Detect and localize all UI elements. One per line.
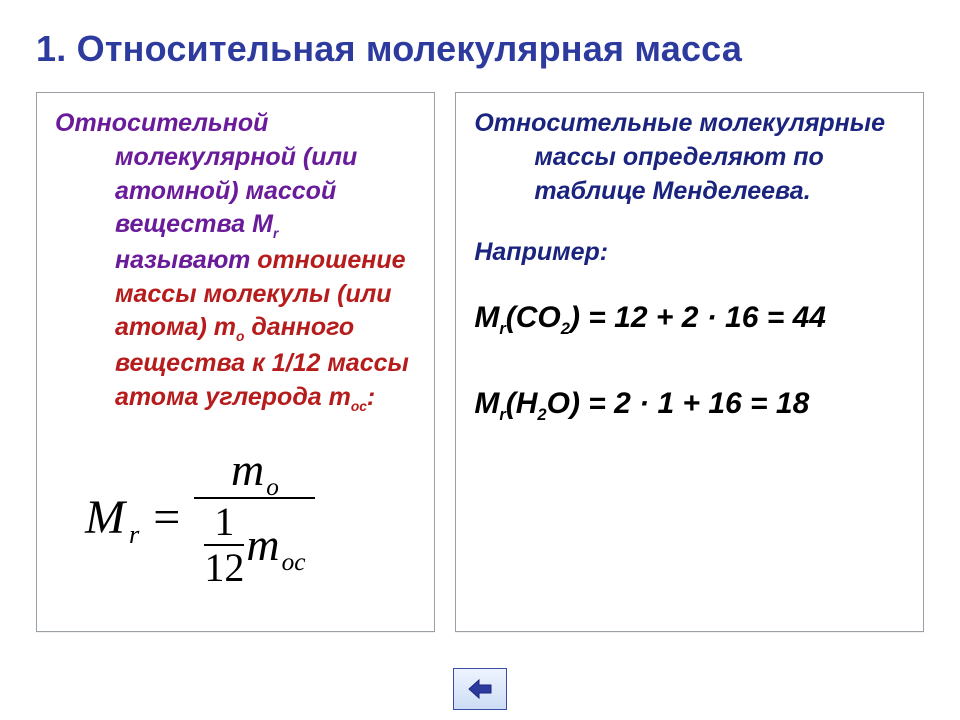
example-label: Например:: [474, 236, 909, 270]
formula-wrap: Mr = mo 1 12: [55, 446, 420, 588]
examples-card: Относительные молекулярные массы определ…: [455, 92, 924, 632]
num-sub: o: [266, 473, 279, 501]
formula-lhs: Mr: [85, 490, 139, 545]
right-intro: Относительные молекулярные массы определ…: [474, 107, 909, 208]
slide: 1. Относительная молекулярная масса Отно…: [0, 0, 960, 720]
num-base: m: [231, 444, 264, 495]
right-text: Относительные молекулярные массы определ…: [474, 107, 909, 427]
formula-numerator: mo: [221, 446, 289, 494]
formula-lhs-base: M: [85, 490, 125, 545]
formula-lhs-sub: r: [129, 519, 139, 550]
def-purple: Относительной молекулярной (или атомной)…: [55, 109, 357, 238]
den-base: m: [246, 519, 279, 570]
smallfrac-den: 12: [204, 548, 244, 588]
equation-co2: Мr(СО2) = 12 + 2 · 16 = 44: [474, 298, 909, 340]
fraction-bar: [194, 497, 315, 499]
back-button[interactable]: [453, 668, 507, 710]
den-sub: oc: [282, 548, 306, 576]
formula-denominator: 1 12 moc: [194, 502, 315, 588]
back-arrow-icon: [466, 678, 494, 700]
def-purple-tail: называют: [115, 246, 250, 274]
content-columns: Относительной молекулярной (или атомной)…: [36, 92, 924, 632]
definition-card: Относительной молекулярной (или атомной)…: [36, 92, 435, 632]
smallfrac-num: 1: [214, 502, 234, 542]
formula-eq: =: [153, 490, 180, 545]
definition-text: Относительной молекулярной (или атомной)…: [55, 107, 420, 416]
equation-h2o: Мr(Н2О) = 2 · 1 + 16 = 18: [474, 384, 909, 426]
formula-fraction: mo 1 12 moc: [194, 446, 315, 588]
slide-title: 1. Относительная молекулярная масса: [36, 28, 924, 70]
den-moc: moc: [246, 521, 305, 569]
formula: Mr = mo 1 12: [85, 446, 315, 588]
small-fraction: 1 12: [204, 502, 244, 588]
